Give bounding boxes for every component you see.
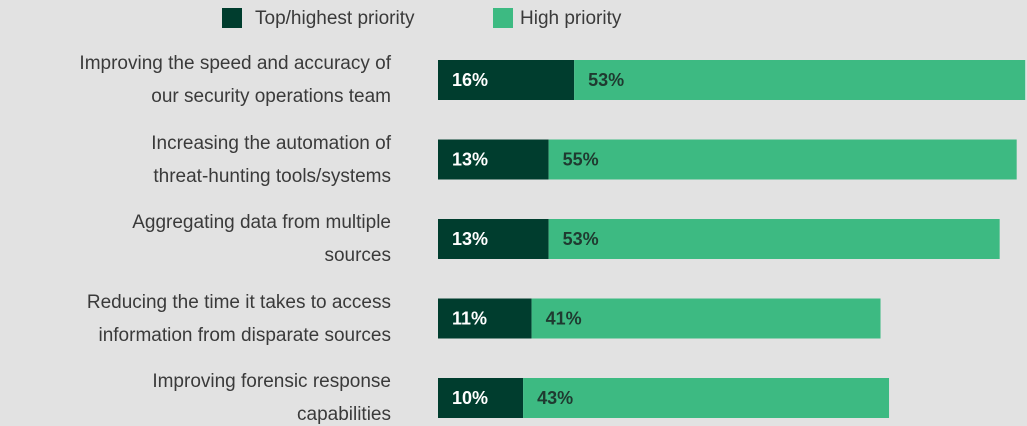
- value-label: 41%: [546, 308, 582, 328]
- bar-segment: [523, 378, 890, 418]
- category-label: Improving the speed and accuracy of our …: [79, 53, 391, 107]
- value-label: 53%: [563, 229, 599, 249]
- bar-segment: [438, 139, 549, 180]
- legend-label: Top/highest priority: [255, 8, 415, 29]
- bar-segment: [548, 219, 1000, 259]
- value-label: 16%: [452, 70, 488, 90]
- bar-segment: [438, 60, 575, 100]
- value-label: 43%: [537, 388, 573, 408]
- value-label: 53%: [588, 70, 624, 90]
- bar-segment: [438, 378, 524, 418]
- bar-segment: [438, 298, 532, 339]
- category-label: Aggregating data from multiple sources: [132, 212, 391, 266]
- category-label: Reducing the time it takes to access inf…: [86, 291, 391, 346]
- bar-segment: [438, 219, 549, 259]
- value-label: 13%: [452, 229, 488, 249]
- category-label: Increasing the automation of threat-hunt…: [151, 132, 391, 187]
- bar-segment: [531, 298, 881, 339]
- value-label: 55%: [563, 149, 599, 169]
- legend-label: High priority: [520, 8, 622, 29]
- bar-segment: [574, 60, 1026, 100]
- value-label: 13%: [452, 149, 488, 169]
- category-label: Improving forensic response capabilities: [152, 371, 391, 425]
- value-label: 10%: [452, 388, 488, 408]
- value-label: 11%: [452, 308, 487, 328]
- legend-swatch: [222, 8, 242, 28]
- legend-swatch: [493, 8, 513, 28]
- bar-segment: [548, 139, 1017, 180]
